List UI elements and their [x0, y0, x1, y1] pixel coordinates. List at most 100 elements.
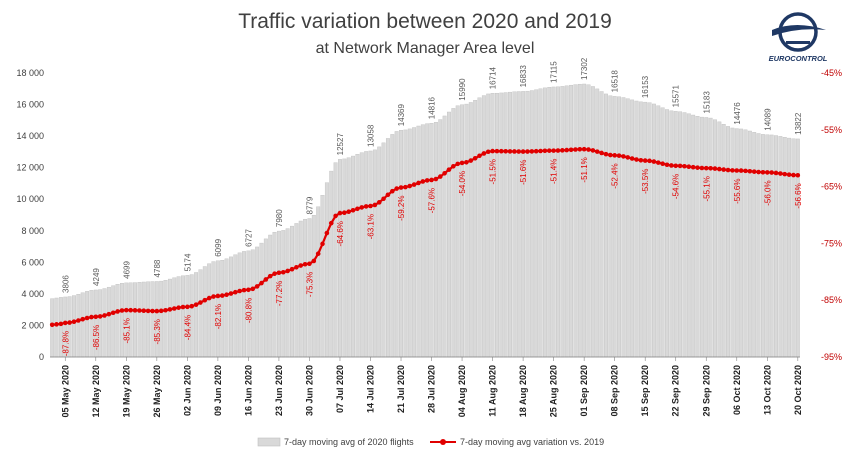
variation-point-83 — [411, 182, 417, 187]
variation-point-0 — [49, 322, 55, 328]
bar-12 — [102, 288, 107, 358]
bar-75 — [377, 146, 382, 358]
variation-point-169 — [786, 172, 792, 177]
variation-point-138 — [651, 159, 657, 164]
variation-point-74 — [372, 202, 378, 208]
bar-131 — [621, 97, 626, 358]
variation-point-99 — [481, 151, 487, 156]
variation-point-33 — [193, 302, 199, 307]
variation-point-120 — [573, 147, 578, 152]
variation-point-113 — [542, 148, 548, 154]
bar-156 — [730, 127, 735, 358]
y-tick-label: 8 000 — [21, 226, 44, 236]
bar-148 — [695, 116, 700, 358]
variation-point-164 — [765, 170, 770, 175]
bar-20 — [137, 282, 142, 358]
x-tick-label: 29 Sep 2020 — [701, 365, 711, 417]
variation-point-151 — [708, 165, 713, 171]
chart-title: Traffic variation between 2020 and 2019 — [238, 10, 612, 33]
variation-point-11 — [97, 314, 103, 319]
bar-48 — [259, 242, 264, 358]
variation-point-90 — [442, 170, 447, 176]
logo-swoosh-icon — [772, 25, 826, 36]
bar-161 — [752, 132, 757, 358]
variation-point-126 — [599, 150, 604, 156]
variation-point-145 — [682, 163, 687, 169]
bar-133 — [630, 99, 635, 358]
variation-point-21 — [141, 308, 147, 314]
bar-113 — [542, 87, 547, 358]
variation-point-136 — [642, 158, 648, 163]
variation-point-106 — [512, 149, 517, 154]
variation-point-102 — [494, 148, 500, 154]
y2-tick-label: -65% — [821, 182, 842, 192]
bar-115 — [551, 86, 556, 358]
bar-81 — [403, 129, 408, 358]
bar-153 — [717, 121, 722, 358]
variation-point-137 — [647, 158, 652, 164]
bar-116 — [556, 86, 560, 358]
variation-point-143 — [673, 163, 679, 169]
bar-data-label: 16714 — [489, 66, 498, 89]
variation-data-label: -53.5% — [641, 169, 650, 194]
bar-26 — [163, 280, 168, 358]
bar-107 — [516, 91, 521, 358]
variation-point-40 — [224, 292, 229, 298]
x-tick-label: 18 Aug 2020 — [518, 365, 528, 417]
variation-data-label: -51.1% — [580, 157, 589, 182]
x-tick-label: 30 Jun 2020 — [304, 365, 314, 416]
bar-86 — [425, 123, 430, 358]
variation-point-150 — [703, 165, 709, 171]
bar-63 — [324, 182, 329, 358]
bar-78 — [390, 134, 395, 358]
x-tick-label: 11 Aug 2020 — [488, 365, 498, 417]
variation-point-66 — [337, 210, 343, 216]
variation-point-55 — [289, 266, 295, 272]
variation-data-label: -82.1% — [214, 304, 223, 329]
bar-167 — [778, 136, 783, 358]
variation-point-109 — [525, 149, 530, 154]
variation-data-label: -55.6% — [733, 179, 742, 204]
variation-data-label: -75.3% — [305, 272, 314, 297]
bar-130 — [617, 96, 621, 358]
variation-point-166 — [773, 170, 779, 176]
variation-point-15 — [115, 309, 120, 314]
variation-point-118 — [564, 147, 570, 153]
bar-34 — [198, 269, 203, 358]
bar-128 — [608, 95, 613, 358]
variation-point-91 — [446, 167, 452, 172]
bar-50 — [268, 234, 273, 358]
variation-point-10 — [93, 314, 99, 320]
variation-data-label: -80.8% — [244, 298, 253, 323]
bar-127 — [604, 93, 608, 358]
bar-8 — [85, 291, 90, 358]
variation-point-159 — [743, 168, 748, 174]
variation-point-14 — [110, 310, 116, 316]
variation-point-125 — [594, 149, 600, 154]
bar-135 — [638, 101, 643, 358]
variation-point-42 — [233, 289, 238, 295]
y2-tick-label: -85% — [821, 295, 842, 305]
legend-line-marker — [440, 439, 446, 445]
bar-80 — [399, 130, 403, 358]
legend-bar-label: 7-day moving avg of 2020 flights — [284, 437, 414, 447]
bar-73 — [368, 150, 373, 358]
variation-point-23 — [150, 308, 155, 314]
y-tick-label: 6 000 — [21, 257, 44, 267]
variation-point-171 — [795, 172, 801, 178]
y2-tick-label: -75% — [821, 238, 842, 248]
variation-point-115 — [551, 148, 556, 153]
variation-data-label: -85.1% — [122, 318, 131, 343]
x-tick-label: 25 Aug 2020 — [549, 365, 559, 417]
y-tick-label: 12 000 — [16, 163, 44, 173]
variation-data-label: -54.0% — [458, 171, 467, 196]
variation-data-label: -63.1% — [366, 214, 375, 239]
variation-point-19 — [132, 308, 138, 313]
variation-point-34 — [198, 300, 203, 305]
variation-point-59 — [307, 261, 312, 267]
variation-point-37 — [211, 294, 216, 299]
bar-154 — [721, 124, 726, 358]
variation-point-51 — [272, 271, 277, 276]
bar-104 — [503, 92, 508, 358]
bar-109 — [525, 90, 530, 358]
